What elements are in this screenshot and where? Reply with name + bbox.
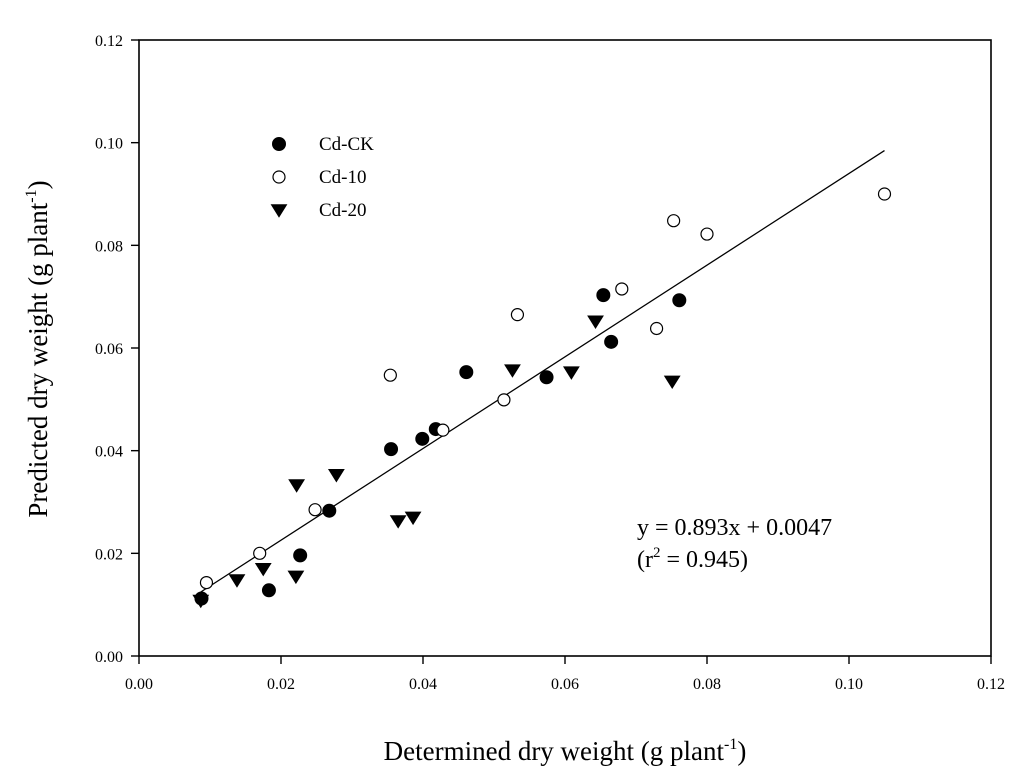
x-tick-label: 0.06 — [551, 676, 579, 693]
y-axis-title-main: Predicted dry weight (g plant — [23, 202, 53, 517]
data-point — [261, 583, 276, 598]
y-tick-label: 0.02 — [95, 546, 123, 563]
x-tick-label: 0.08 — [693, 676, 721, 693]
data-point — [254, 562, 272, 577]
data-point — [384, 442, 399, 457]
series-cd-ck — [194, 288, 687, 606]
series-cd-20 — [192, 315, 681, 609]
x-tick-label: 0.04 — [409, 676, 437, 693]
legend-label: Cd-20 — [319, 200, 367, 221]
data-point — [293, 548, 308, 563]
legend-label: Cd-10 — [319, 167, 367, 188]
data-point — [649, 321, 664, 336]
data-point — [415, 431, 430, 446]
equation-line-2: (r2 = 0.945) — [637, 545, 748, 573]
legend-label: Cd-CK — [319, 134, 374, 155]
equation-line-1: y = 0.893x + 0.0047 — [637, 515, 832, 541]
legend-item-cd-10: Cd-10 — [272, 167, 367, 188]
data-point — [539, 370, 554, 385]
data-point — [672, 293, 687, 308]
x-tick-label: 0.12 — [977, 676, 1005, 693]
data-point — [327, 469, 345, 483]
legend-marker — [272, 170, 286, 184]
data-point — [288, 479, 306, 493]
data-point — [383, 368, 397, 382]
data-point — [199, 575, 214, 590]
y-tick-label: 0.04 — [95, 444, 123, 461]
regression-line — [200, 150, 885, 593]
data-point — [504, 364, 521, 378]
x-axis-title-end: ) — [737, 736, 746, 766]
legend-marker — [272, 137, 286, 151]
x-tick-label: 0.10 — [835, 676, 863, 693]
data-point — [308, 503, 322, 517]
data-point — [562, 366, 580, 380]
x-axis-title: Determined dry weight (g plant-1) — [384, 736, 747, 766]
data-point — [700, 227, 714, 241]
data-point — [596, 288, 611, 303]
series-cd-10 — [199, 187, 892, 590]
data-point — [604, 334, 619, 349]
equation-r-sup: 2 — [653, 545, 661, 561]
data-point — [587, 315, 604, 330]
y-tick-label: 0.06 — [95, 341, 123, 358]
data-point — [459, 365, 474, 380]
data-point — [877, 187, 892, 201]
data-point — [228, 574, 246, 588]
x-axis-title-sup: -1 — [724, 736, 737, 753]
y-tick-label: 0.12 — [95, 33, 123, 50]
data-point — [389, 515, 407, 529]
data-point — [663, 375, 681, 390]
x-axis-title-main: Determined dry weight (g plant — [384, 736, 725, 766]
legend-marker — [270, 204, 288, 218]
data-point — [436, 423, 450, 437]
y-axis-title-sup: -1 — [23, 189, 40, 202]
data-point — [667, 214, 681, 228]
y-tick-label: 0.10 — [95, 136, 123, 153]
y-tick-label: 0.08 — [95, 238, 123, 255]
y-axis-title: Predicted dry weight (g plant-1) — [23, 180, 53, 517]
equation-r-suffix: = 0.945) — [660, 547, 748, 573]
y-tick-label: 0.00 — [95, 649, 123, 666]
data-point — [404, 511, 422, 526]
data-point — [510, 308, 525, 322]
legend-item-cd-20: Cd-20 — [270, 200, 367, 221]
data-point — [615, 282, 629, 296]
data-point — [497, 393, 511, 407]
legend-item-cd-ck: Cd-CK — [272, 134, 374, 155]
x-tick-label: 0.02 — [267, 676, 295, 693]
y-axis-title-end: ) — [23, 180, 53, 189]
data-point — [192, 594, 210, 609]
data-point — [253, 546, 267, 560]
data-point — [287, 570, 305, 585]
data-point — [322, 503, 337, 518]
equation-r-prefix: (r — [637, 547, 653, 573]
x-tick-label: 0.00 — [125, 676, 153, 693]
